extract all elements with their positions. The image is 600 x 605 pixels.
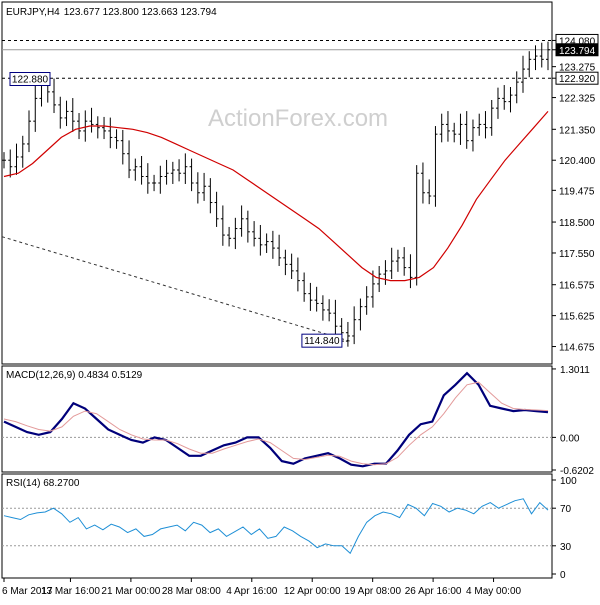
ohlc-readout: 123.677 123.800 123.663 123.794 [64, 7, 217, 18]
rsi-tick-label: 100 [560, 476, 577, 487]
macd-panel-frame [1, 365, 553, 473]
macd-line [3, 371, 549, 468]
price-tick-label: 115.625 [559, 312, 595, 323]
rsi-title: RSI(14) 68.2700 [6, 478, 80, 489]
price-tick-label: 123.275 [559, 63, 596, 74]
rsi-tick-label: 70 [560, 504, 572, 515]
rsi-panel-frame [1, 473, 553, 579]
price-tick-label: 122.920 [559, 74, 596, 85]
trendline [1, 236, 351, 342]
level-price-box [555, 71, 599, 85]
rsi-tick-label: 30 [560, 542, 572, 553]
x-tick-label: 21 Mar 00:00 [101, 586, 160, 597]
price-tick-label: 121.350 [559, 125, 596, 136]
x-tick-label: 19 Apr 08:00 [344, 586, 401, 597]
price-annotations: 122.880 114.840 [9, 72, 348, 348]
price-tick-label: 116.575 [559, 281, 595, 292]
x-tick-label: 28 Mar 08:00 [162, 586, 221, 597]
macd-title: MACD(12,26,9) 0.4834 0.5129 [6, 370, 143, 381]
x-tick-label: 4 Apr 16:00 [226, 586, 278, 597]
annotation-box [301, 333, 343, 348]
rsi-lines [3, 498, 549, 555]
annotation-label: 114.840 [304, 336, 340, 347]
macd-tick-label: -0.6202 [560, 466, 594, 477]
price-bars [2, 41, 550, 347]
price-levels [1, 39, 552, 342]
symbol-label: EURJPY,H4 [6, 7, 60, 18]
x-tick-label: 12 Apr 00:00 [284, 586, 341, 597]
moving-average [3, 111, 549, 282]
macd-lines [3, 371, 549, 468]
price-tick-label: 120.400 [559, 156, 596, 167]
price-tick-label: 119.475 [559, 186, 595, 197]
price-tick-label: 122.325 [559, 94, 596, 105]
watermark: ActionForex.com [208, 105, 388, 132]
x-tick-label: 13 Mar 16:00 [41, 586, 100, 597]
current-price-box [555, 43, 599, 57]
x-tick-label: 4 May 00:00 [466, 586, 521, 597]
macd-signal-line [3, 381, 549, 466]
price-tick-label: 123.794 [559, 46, 596, 57]
rsi-line [3, 498, 549, 555]
annotation-box [9, 72, 51, 87]
annotation-label: 122.880 [12, 75, 49, 86]
macd-tick-label: 1.3011 [560, 365, 590, 376]
rsi-y-axis: 100 70 30 0 [2, 476, 577, 581]
macd-tick-label: 0.00 [560, 433, 580, 444]
price-panel-frame [1, 1, 553, 365]
moving-average-line [3, 111, 549, 282]
macd-y-axis: 1.3011 0.00 -0.6202 [2, 365, 594, 477]
x-tick-label: 6 Mar 2017 [2, 586, 53, 597]
x-tick-label: 26 Apr 16:00 [405, 586, 462, 597]
price-tick-label: 114.675 [559, 343, 595, 354]
rsi-tick-label: 0 [560, 570, 566, 581]
price-tick-label: 118.500 [559, 218, 595, 229]
price-tick-label: 124.080 [559, 36, 596, 47]
price-panel-title: EURJPY,H4 123.677 123.800 123.663 123.794 [6, 7, 217, 18]
price-tick-label: 117.550 [559, 249, 595, 260]
